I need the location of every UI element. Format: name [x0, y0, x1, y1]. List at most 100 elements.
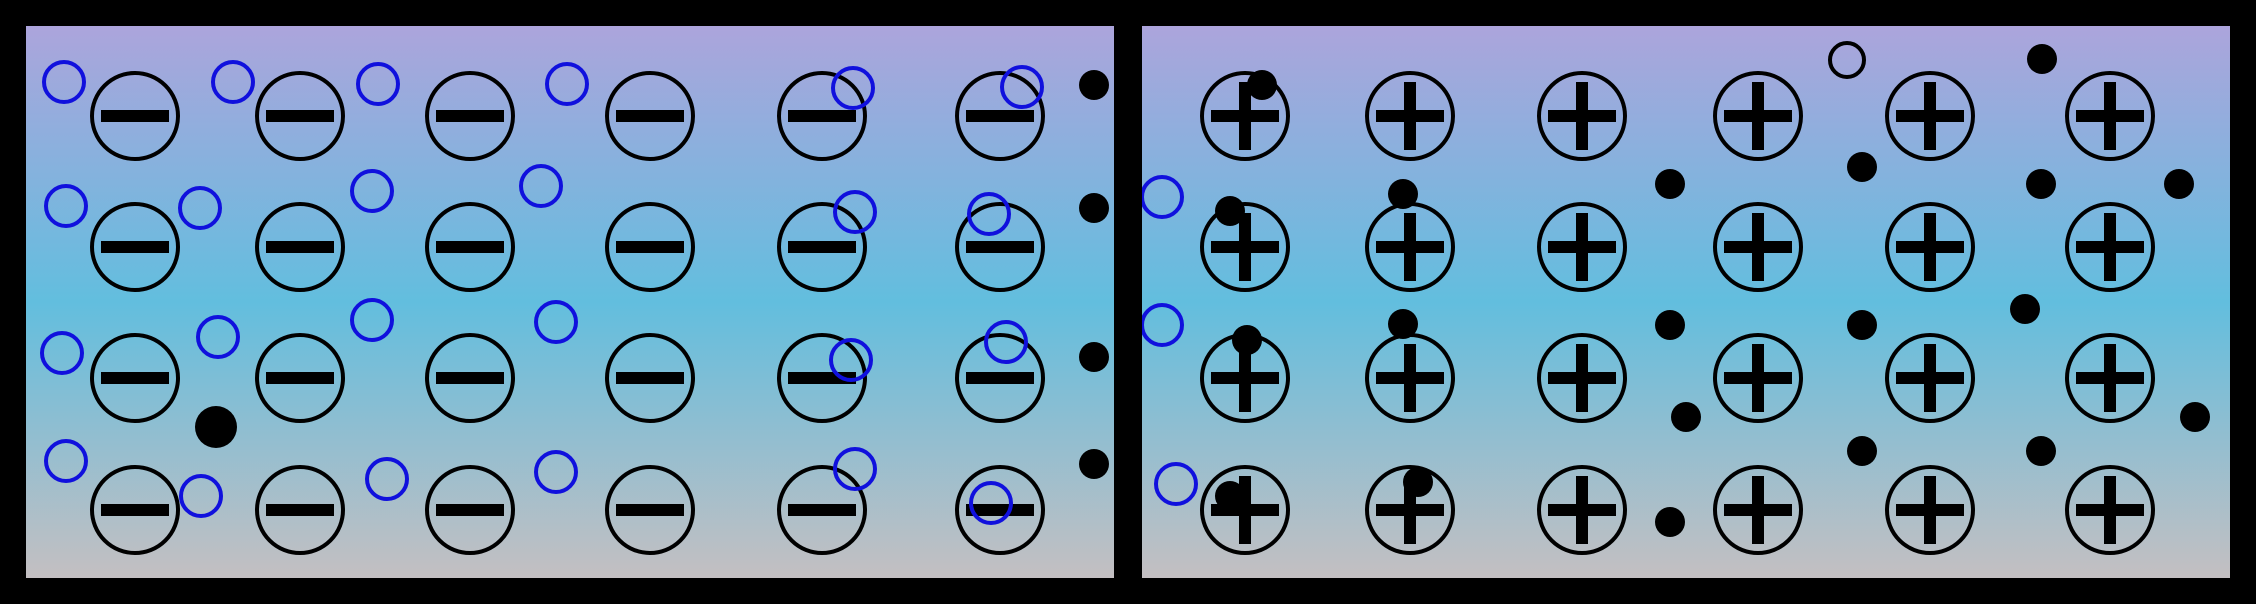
plus-icon	[2076, 476, 2144, 544]
minus-icon	[101, 110, 169, 122]
positive-ion	[1365, 333, 1455, 423]
free-electron	[1079, 342, 1109, 372]
free-electron	[1403, 467, 1433, 497]
plus-icon	[1548, 476, 1616, 544]
hole-carrier	[40, 331, 84, 375]
negative-ion	[605, 71, 695, 161]
free-electron	[2026, 436, 2056, 466]
negative-ion	[90, 71, 180, 161]
positive-ion	[1200, 202, 1290, 292]
empty-hole	[1828, 41, 1866, 79]
free-electron	[1847, 152, 1877, 182]
minus-icon	[616, 504, 684, 516]
minus-icon	[788, 241, 856, 253]
free-electron	[1847, 310, 1877, 340]
minus-icon	[966, 372, 1034, 384]
plus-icon	[1211, 344, 1279, 412]
plus-icon	[1724, 213, 1792, 281]
negative-ion	[955, 465, 1045, 555]
hole-carrier	[44, 184, 88, 228]
hole-carrier	[833, 447, 877, 491]
positive-ion	[1365, 465, 1455, 555]
positive-ion	[1885, 333, 1975, 423]
minus-icon	[616, 372, 684, 384]
free-electron	[1079, 449, 1109, 479]
minus-icon	[101, 504, 169, 516]
plus-icon	[2076, 344, 2144, 412]
negative-ion	[777, 465, 867, 555]
negative-ion	[90, 333, 180, 423]
positive-ion	[1537, 71, 1627, 161]
plus-icon	[2076, 213, 2144, 281]
plus-icon	[1211, 82, 1279, 150]
electron-layer	[195, 44, 2210, 537]
hole-carrier	[350, 169, 394, 213]
hole-carrier	[365, 457, 409, 501]
positive-ion	[1537, 465, 1627, 555]
hole-carrier	[178, 186, 222, 230]
hole-carrier	[545, 62, 589, 106]
minus-icon	[966, 241, 1034, 253]
plus-icon	[1548, 82, 1616, 150]
negative-ion	[605, 465, 695, 555]
plus-icon	[1548, 344, 1616, 412]
junction-divider	[1114, 13, 1142, 591]
positive-ion	[1200, 465, 1290, 555]
free-electron	[2164, 169, 2194, 199]
hole-carrier	[356, 62, 400, 106]
hole-carrier	[196, 315, 240, 359]
hole-carrier	[211, 60, 255, 104]
plus-icon	[2076, 82, 2144, 150]
free-electron	[1388, 179, 1418, 209]
minus-icon	[788, 504, 856, 516]
positive-ion	[1885, 465, 1975, 555]
negative-ion	[255, 71, 345, 161]
plus-icon	[1376, 82, 1444, 150]
hole-carrier	[534, 300, 578, 344]
negative-ion	[605, 202, 695, 292]
hole-carrier	[42, 60, 86, 104]
hole-carrier	[534, 450, 578, 494]
ion-layer	[90, 71, 2155, 555]
free-electron	[1388, 309, 1418, 339]
hole-carrier	[984, 320, 1028, 364]
plus-icon	[1896, 476, 1964, 544]
hole-carrier	[1154, 462, 1198, 506]
negative-ion	[777, 71, 867, 161]
free-electron	[1215, 196, 1245, 226]
positive-ion	[1885, 202, 1975, 292]
hole-carrier	[44, 439, 88, 483]
free-electron	[1079, 193, 1109, 223]
hole-carrier	[350, 298, 394, 342]
negative-ion	[255, 202, 345, 292]
minus-icon	[266, 372, 334, 384]
plus-icon	[1896, 213, 1964, 281]
minus-icon	[266, 241, 334, 253]
plus-icon	[1896, 82, 1964, 150]
minus-icon	[101, 241, 169, 253]
minus-icon	[266, 110, 334, 122]
negative-ion	[955, 333, 1045, 423]
minus-icon	[616, 110, 684, 122]
negative-ion	[605, 333, 695, 423]
plus-icon	[1211, 213, 1279, 281]
negative-ion	[425, 333, 515, 423]
free-electron	[1079, 70, 1109, 100]
negative-ion	[255, 465, 345, 555]
free-electron	[1655, 169, 1685, 199]
free-electron	[1655, 507, 1685, 537]
minus-icon	[616, 241, 684, 253]
minus-icon	[788, 110, 856, 122]
hole-carrier	[179, 474, 223, 518]
free-electron	[2026, 169, 2056, 199]
plus-icon	[1724, 82, 1792, 150]
minus-icon	[436, 241, 504, 253]
positive-ion	[2065, 71, 2155, 161]
positive-ion	[1885, 71, 1975, 161]
plus-icon	[1724, 344, 1792, 412]
positive-ion	[1713, 465, 1803, 555]
positive-ion	[1713, 71, 1803, 161]
free-electron	[2010, 294, 2040, 324]
hole-carrier	[969, 481, 1013, 525]
